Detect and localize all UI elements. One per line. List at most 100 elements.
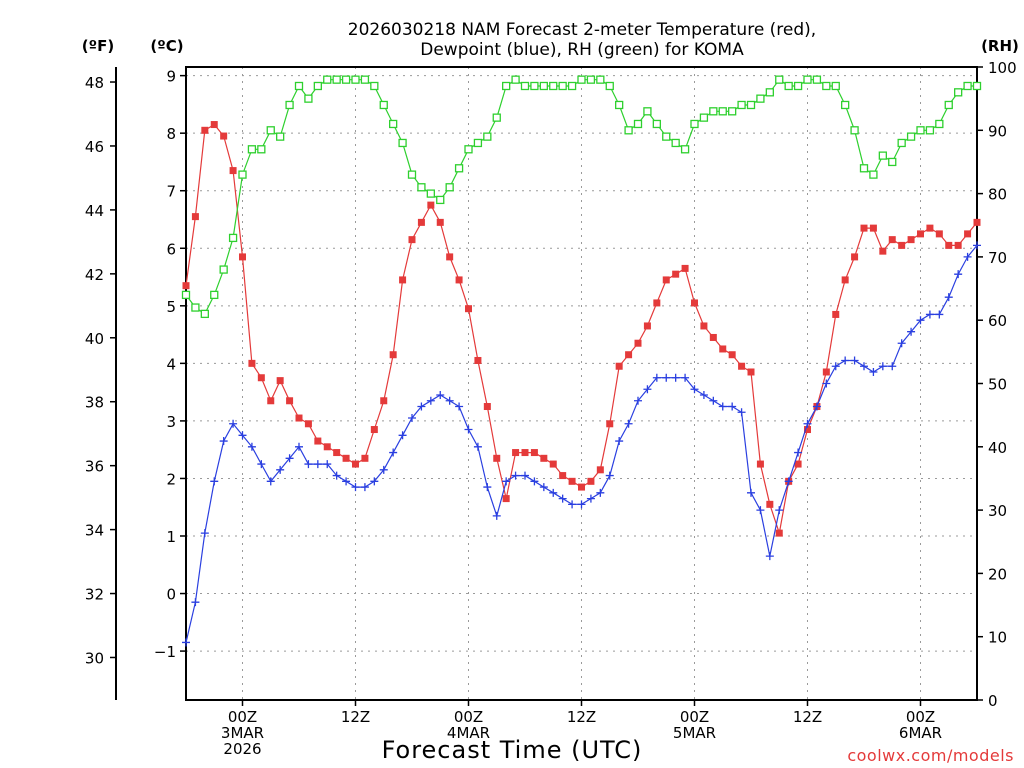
rh-point (257, 145, 266, 154)
rh-point (803, 75, 812, 84)
rh-point (436, 195, 445, 205)
rh-point (247, 145, 257, 154)
dewpoint-point (417, 402, 426, 411)
temperature-point (973, 218, 981, 226)
rh-point (398, 138, 407, 148)
rh-point (304, 94, 313, 103)
dewpoint-point (709, 396, 718, 405)
fahrenheit-tick-label: 48 (85, 74, 104, 92)
dewpoint-point (973, 241, 981, 250)
dewpoint-point (304, 460, 313, 469)
series-temperature (182, 121, 981, 537)
temperature-point (201, 126, 209, 134)
time-tick-label: 00Z (906, 708, 935, 726)
rh-point (944, 100, 953, 110)
rh-point (219, 265, 228, 274)
rh-point (407, 170, 417, 179)
dewpoint-point (558, 494, 567, 503)
rh-point (596, 75, 605, 84)
rh-point (859, 164, 869, 173)
dewpoint-point (897, 339, 906, 348)
temperature-point (267, 397, 275, 405)
dewpoint-point (869, 367, 878, 376)
temperature-point (615, 362, 623, 370)
time-tick-label: 12Z (341, 708, 370, 726)
time-tick-label: 4MAR (447, 724, 490, 742)
rh-point (878, 151, 887, 160)
series-line (185, 245, 978, 643)
dewpoint-point (747, 488, 755, 497)
rh-tick-label: 40 (988, 439, 1007, 457)
rh-point (238, 170, 247, 179)
temperature-point (832, 310, 840, 318)
rh-point (831, 81, 840, 91)
rh-point (690, 119, 699, 129)
dewpoint-point (323, 460, 332, 469)
rh-point (972, 81, 982, 91)
time-tick-label: 5MAR (673, 724, 716, 742)
temperature-point (945, 241, 953, 249)
rh-point (728, 107, 737, 116)
dewpoint-point (247, 442, 256, 451)
temperature-point (888, 236, 896, 244)
rh-point (954, 88, 963, 97)
rh-point (294, 81, 304, 91)
rh-unit-label: (RH) (981, 37, 1019, 55)
rh-point (558, 81, 567, 91)
time-tick-label: 00Z (228, 708, 257, 726)
time-tick-label: 2026 (223, 740, 261, 758)
rh-point (633, 119, 643, 129)
dewpoint-point (878, 362, 887, 371)
rh-point (906, 132, 916, 141)
rh-point (370, 81, 379, 91)
x-axis-title: Forecast Time (UTC) (382, 736, 643, 764)
dewpoint-point (831, 362, 840, 371)
dewpoint-point (624, 419, 633, 428)
rh-point (652, 119, 661, 129)
temperature-point (625, 351, 633, 359)
time-tick-label: 6MAR (899, 724, 942, 742)
rh-point (483, 132, 492, 141)
rh-point (454, 164, 464, 173)
temperature-point (964, 230, 972, 238)
fahrenheit-tick-label: 38 (85, 394, 104, 412)
time-tick-label: 12Z (793, 708, 822, 726)
temperature-point (286, 397, 294, 405)
dewpoint-point (473, 442, 482, 451)
rh-tick-label: 60 (988, 312, 1007, 330)
dewpoint-point (426, 396, 435, 405)
dewpoint-point (634, 396, 642, 405)
dewpoint-point (662, 373, 671, 382)
rh-point (530, 81, 539, 91)
dewpoint-point (860, 362, 868, 371)
dewpoint-point (455, 402, 464, 411)
rh-point (313, 81, 322, 91)
dewpoint-point (568, 500, 577, 509)
dewpoint-point (408, 414, 416, 423)
dewpoint-point (765, 552, 774, 561)
time-tick-label: 00Z (454, 708, 483, 726)
rh-axis: 0 10 20 30 40 50 60 70 80 90 100 (977, 59, 1017, 710)
temperature-point (304, 420, 312, 428)
dewpoint-point (822, 379, 831, 388)
temperature-point (841, 276, 849, 284)
dewpoint-point (841, 356, 850, 365)
temperature-point (191, 213, 199, 221)
rh-point (332, 75, 341, 84)
dewpoint-point (907, 327, 916, 336)
temperature-point (370, 426, 378, 434)
temperature-point (361, 454, 369, 462)
celsius-tick-label: −1 (154, 643, 176, 661)
dewpoint-point (200, 529, 209, 538)
dewpoint-point (464, 425, 473, 434)
dewpoint-point (681, 373, 690, 382)
temperature-point (521, 449, 529, 457)
temperature-point (662, 276, 670, 284)
celsius-tick-label: 8 (166, 125, 176, 143)
time-tick-label: 00Z (680, 708, 709, 726)
celsius-tick-label: 2 (166, 470, 176, 488)
dewpoint-point (756, 506, 765, 515)
rh-point (680, 145, 690, 154)
